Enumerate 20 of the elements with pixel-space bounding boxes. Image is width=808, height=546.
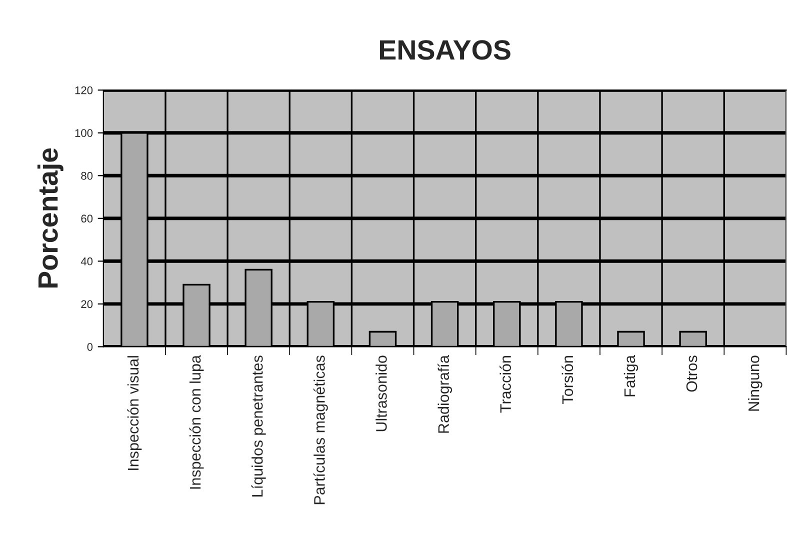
- x-tick-label: Ninguno: [748, 356, 762, 411]
- y-tick-label: 100: [75, 129, 93, 137]
- y-tick-label: 120: [75, 86, 93, 94]
- x-tick-label: Fatiga: [624, 355, 638, 396]
- x-tick-label: Ultrasonido: [376, 356, 387, 432]
- y-tick-label: 40: [80, 257, 93, 266]
- x-tick-label: Torsión: [562, 356, 574, 404]
- y-tick-label: 80: [81, 172, 93, 180]
- y-tick-label: 0: [87, 342, 93, 351]
- y-tick-label: 60: [81, 214, 93, 223]
- x-tick-label: Partículas magnéticas: [313, 356, 328, 504]
- x-tick-label: Otros: [686, 356, 698, 392]
- y-axis-title: Porcentaje: [37, 148, 64, 288]
- chart-title: ENSAYOS: [380, 40, 510, 60]
- y-tick-label: 20: [81, 300, 93, 308]
- x-tick-label: Tracción: [500, 356, 511, 413]
- x-tick-label: Líquidos penetrantes: [251, 356, 266, 496]
- x-tick-label: Inspección con lupa: [189, 355, 204, 489]
- x-tick-label: Radiografía: [438, 355, 452, 433]
- x-tick-label: Inspección visual: [127, 356, 142, 470]
